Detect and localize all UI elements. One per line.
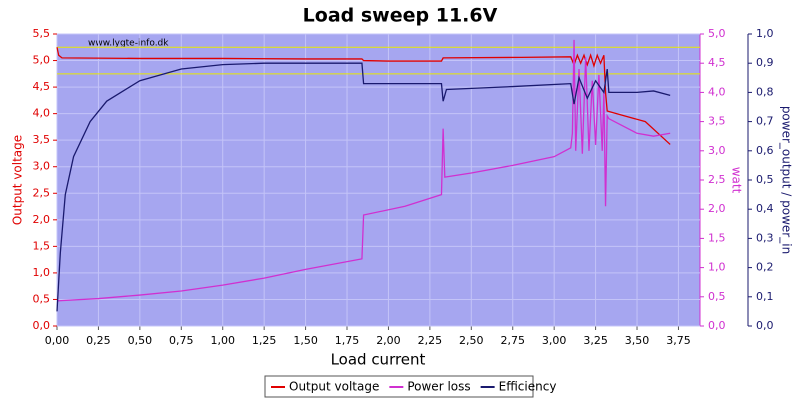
- x-tick-label: 2,00: [376, 334, 401, 347]
- x-tick-label: 3,75: [666, 334, 691, 347]
- x-tick-label: 3,25: [583, 334, 608, 347]
- y3-tick-label: 0,3: [756, 231, 774, 244]
- y-tick-label: 5,5: [33, 27, 51, 40]
- y3-tick-label: 0,4: [756, 202, 774, 215]
- y3-tick-label: 0,8: [756, 85, 774, 98]
- x-tick-label: 0,75: [169, 334, 194, 347]
- chart-title: Load sweep 11.6V: [303, 5, 498, 27]
- x-tick-label: 2,50: [459, 334, 484, 347]
- y3-tick-label: 0,2: [756, 261, 774, 274]
- y-axis-label: Output voltage: [11, 135, 25, 225]
- y-tick-label: 2,0: [33, 213, 51, 226]
- x-tick-label: 3,50: [625, 334, 650, 347]
- y3-axis-label: power_output / power_in: [780, 106, 794, 254]
- legend-label: Power loss: [407, 380, 470, 394]
- y2-tick-label: 1,5: [708, 231, 726, 244]
- y-tick-label: 5,0: [33, 54, 51, 67]
- y2-axis-label: watt: [730, 167, 744, 194]
- y3-tick-label: 1,0: [756, 27, 774, 40]
- series-line: [56, 62, 671, 312]
- y3-tick-label: 0,1: [756, 290, 774, 303]
- y2-tick-label: 5,0: [708, 27, 726, 40]
- x-tick-label: 0,25: [86, 334, 111, 347]
- y3-tick-label: 0,6: [756, 144, 774, 157]
- x-tick-label: 0,00: [45, 334, 70, 347]
- x-tick-label: 2,25: [418, 334, 443, 347]
- y-tick-label: 4,5: [33, 80, 51, 93]
- x-axis-label: Load current: [331, 351, 426, 369]
- y-tick-label: 1,0: [33, 266, 51, 279]
- y-tick-label: 3,5: [33, 133, 51, 146]
- y2-tick-label: 4,0: [708, 85, 726, 98]
- x-tick-label: 0,50: [128, 334, 153, 347]
- x-tick-label: 1,50: [293, 334, 318, 347]
- series-line: [56, 47, 671, 145]
- y-tick-label: 3,0: [33, 160, 51, 173]
- y3-tick-label: 0,9: [756, 56, 774, 69]
- series-line: [56, 39, 671, 302]
- legend-label: Output voltage: [289, 380, 379, 394]
- y-tick-label: 0,0: [33, 319, 51, 332]
- x-tick-label: 2,75: [500, 334, 525, 347]
- x-tick-label: 3,00: [542, 334, 567, 347]
- x-tick-label: 1,25: [252, 334, 277, 347]
- y2-tick-label: 2,5: [708, 173, 726, 186]
- y2-tick-label: 1,0: [708, 261, 726, 274]
- y-tick-label: 2,5: [33, 186, 51, 199]
- y2-tick-label: 3,5: [708, 115, 726, 128]
- x-tick-label: 1,00: [210, 334, 235, 347]
- y2-tick-label: 2,0: [708, 202, 726, 215]
- y-tick-label: 0,5: [33, 292, 51, 305]
- y-tick-label: 4,0: [33, 107, 51, 120]
- y3-tick-label: 0,7: [756, 115, 774, 128]
- watermark: www.lygte-info.dk: [88, 39, 169, 49]
- y2-tick-label: 4,5: [708, 56, 726, 69]
- legend-label: Efficiency: [499, 380, 557, 394]
- y2-tick-label: 0,0: [708, 319, 726, 332]
- y2-tick-label: 0,5: [708, 290, 726, 303]
- x-tick-label: 1,75: [335, 334, 360, 347]
- y3-tick-label: 0,0: [756, 319, 774, 332]
- y-tick-label: 1,5: [33, 239, 51, 252]
- y2-tick-label: 3,0: [708, 144, 726, 157]
- plot-area: [57, 34, 700, 326]
- y3-tick-label: 0,5: [756, 173, 774, 186]
